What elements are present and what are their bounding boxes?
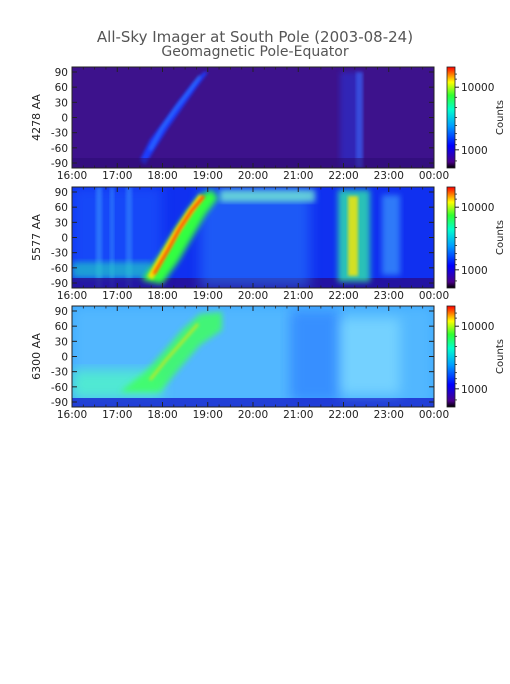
colorbar-tick-label: 1000 bbox=[461, 145, 488, 157]
y-axis-label: 6300 AA bbox=[30, 333, 43, 380]
x-tick-label: 00:00 bbox=[419, 290, 449, 302]
y-tick-label: -60 bbox=[51, 382, 68, 394]
colorbar-tick-label: 10000 bbox=[461, 82, 494, 94]
x-tick-label: 22:00 bbox=[328, 290, 358, 302]
y-tick-label: -60 bbox=[51, 263, 68, 275]
y-tick-label: 0 bbox=[61, 113, 68, 125]
x-tick-label: 17:00 bbox=[102, 170, 132, 182]
axes-layer: 16:00 17:00 18:00 19:00 20:00 21:00 22:00 23:00… bbox=[30, 66, 506, 421]
x-tick-label: 17:00 bbox=[102, 290, 132, 302]
x-tick-label: 23:00 bbox=[374, 290, 404, 302]
colorbar: 10000 1000 Counts bbox=[446, 66, 506, 169]
x-tick-label: 19:00 bbox=[193, 409, 223, 421]
y-tick-label: -30 bbox=[51, 128, 68, 140]
y-tick-label: 30 bbox=[55, 336, 68, 348]
colorbar-tick-label: 1000 bbox=[461, 384, 488, 396]
y-tick-label: -60 bbox=[51, 143, 68, 155]
x-tick-label: 21:00 bbox=[283, 290, 313, 302]
x-tick-label: 16:00 bbox=[57, 290, 87, 302]
x-tick-label: 19:00 bbox=[193, 290, 223, 302]
x-tick-label: 21:00 bbox=[283, 409, 313, 421]
x-tick-label: 16:00 bbox=[57, 409, 87, 421]
x-tick-label: 20:00 bbox=[238, 170, 268, 182]
x-tick-label: 21:00 bbox=[283, 170, 313, 182]
colorbar-gradient bbox=[446, 66, 456, 169]
colorbar: 10000 1000 Counts bbox=[446, 186, 506, 289]
y-tick-label: 60 bbox=[55, 82, 68, 94]
x-tick-label: 18:00 bbox=[147, 409, 177, 421]
y-tick-label: 0 bbox=[61, 352, 68, 364]
y-tick-label: 0 bbox=[61, 233, 68, 245]
y-tick-label: -30 bbox=[51, 367, 68, 379]
y-tick-label: 30 bbox=[55, 217, 68, 229]
panel-axes-1: 16:00 17:00 18:00 19:00 20:00 21:00 22:00 23:00… bbox=[30, 66, 506, 182]
panel-axes-2: 16:00 17:00 18:00 19:00 20:00 21:00 22:00 23:00… bbox=[30, 186, 506, 302]
heatmap-6300 bbox=[72, 306, 434, 407]
y-tick-label: -90 bbox=[51, 278, 68, 290]
y-tick-label: 60 bbox=[55, 321, 68, 333]
x-tick-label: 16:00 bbox=[57, 170, 87, 182]
x-tick-label: 23:00 bbox=[374, 409, 404, 421]
x-tick-label: 20:00 bbox=[238, 290, 268, 302]
y-tick-label: 90 bbox=[55, 187, 68, 199]
colorbar-label: Counts bbox=[495, 100, 506, 135]
y-tick-label: 90 bbox=[55, 67, 68, 79]
colorbar-gradient bbox=[446, 305, 456, 408]
x-tick-label: 17:00 bbox=[102, 409, 132, 421]
y-tick-label: -90 bbox=[51, 158, 68, 170]
colorbar-tick-label: 10000 bbox=[461, 321, 494, 333]
y-axis-label: 5577 AA bbox=[30, 214, 43, 261]
y-tick-label: -30 bbox=[51, 248, 68, 260]
colorbar-tick-label: 10000 bbox=[461, 202, 494, 214]
figure-title: All-Sky Imager at South Pole (2003-08-24… bbox=[97, 28, 413, 46]
x-tick-label: 20:00 bbox=[238, 409, 268, 421]
heatmap-4278 bbox=[72, 67, 434, 168]
y-tick-label: 30 bbox=[55, 97, 68, 109]
y-tick-label: 90 bbox=[55, 306, 68, 318]
y-tick-label: -90 bbox=[51, 397, 68, 409]
y-tick-label: 60 bbox=[55, 202, 68, 214]
x-tick-label: 19:00 bbox=[193, 170, 223, 182]
colorbar-label: Counts bbox=[495, 339, 506, 374]
x-tick-label: 22:00 bbox=[328, 409, 358, 421]
heatmap-5577 bbox=[72, 187, 434, 288]
figure-subtitle: Geomagnetic Pole-Equator bbox=[161, 44, 348, 60]
x-tick-label: 23:00 bbox=[374, 170, 404, 182]
x-tick-label: 22:00 bbox=[328, 170, 358, 182]
colorbar: 10000 1000 Counts bbox=[446, 305, 506, 408]
panel-axes-3: 16:00 17:00 18:00 19:00 20:00 21:00 22:00 23:00… bbox=[30, 305, 506, 421]
colorbar-label: Counts bbox=[495, 220, 506, 255]
colorbar-tick-label: 1000 bbox=[461, 265, 488, 277]
x-tick-label: 00:00 bbox=[419, 170, 449, 182]
y-axis-label: 4278 AA bbox=[30, 94, 43, 141]
colorbar-gradient bbox=[446, 186, 456, 289]
x-tick-label: 18:00 bbox=[147, 170, 177, 182]
x-tick-label: 18:00 bbox=[147, 290, 177, 302]
x-tick-label: 00:00 bbox=[419, 409, 449, 421]
